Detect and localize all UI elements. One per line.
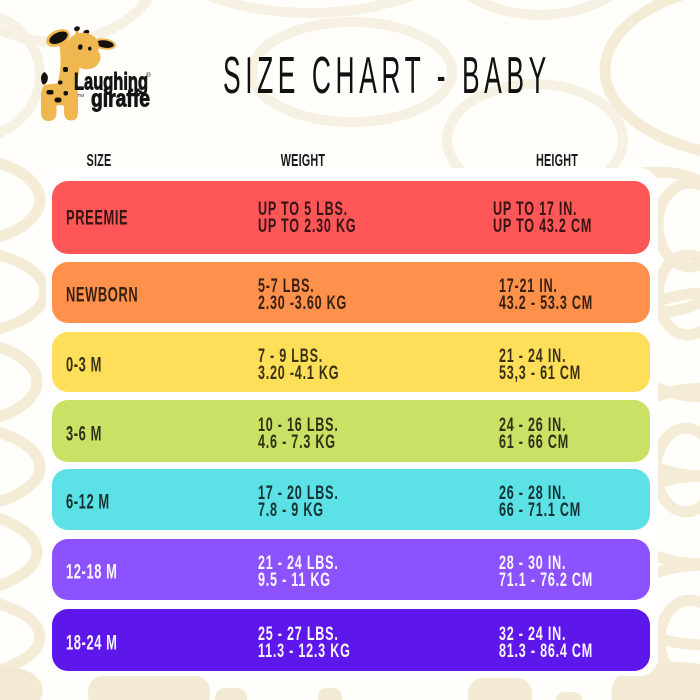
svg-text:giraffe: giraffe [91, 86, 150, 113]
svg-text:Laughing: Laughing [74, 69, 148, 96]
svg-text:®: ® [146, 71, 151, 79]
svg-text:TM: TM [78, 93, 85, 98]
